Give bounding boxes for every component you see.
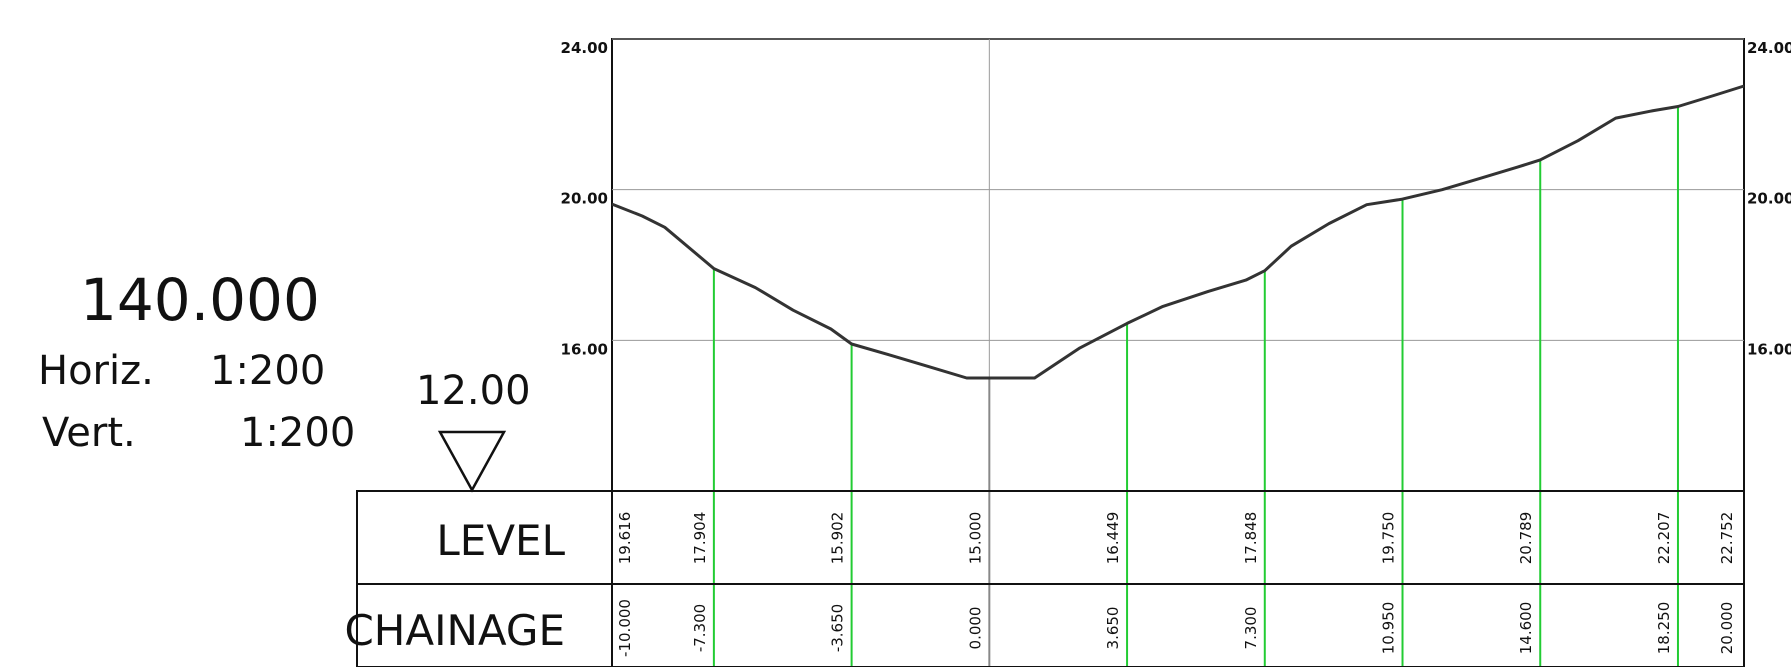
chainage-value-7: 14.600 — [1517, 602, 1535, 655]
level-value-8: 22.207 — [1655, 512, 1673, 565]
chainage-value-3: 0.000 — [966, 607, 984, 650]
level-value-7: 20.789 — [1517, 512, 1535, 565]
chainage-value-2: -3.650 — [829, 604, 847, 652]
level-value-6: 19.750 — [1380, 512, 1398, 565]
y-axis-right-labels: 24.00 20.00 16.00 — [1747, 39, 1791, 358]
y-tick-left-2: 16.00 — [561, 340, 608, 358]
y-tick-right-2: 16.00 — [1747, 340, 1791, 358]
y-tick-left-0: 24.00 — [561, 39, 608, 57]
profile-plot: 24.00 20.00 16.00 24.00 20.00 16.00 — [561, 38, 1791, 667]
chainage-value-8: 18.250 — [1655, 602, 1673, 655]
plot-frame — [611, 38, 1745, 492]
level-row-label: LEVEL — [436, 516, 565, 565]
y-axis-left-labels: 24.00 20.00 16.00 — [561, 39, 608, 358]
chainage-value-0: -10.000 — [616, 599, 634, 657]
band-frame — [356, 490, 1745, 667]
level-value-3: 15.000 — [966, 512, 984, 565]
chainage-row-label: CHAINAGE — [344, 606, 565, 655]
data-band-table: LEVEL CHAINAGE 19.616 -10.000 17.904 -7.300… — [344, 490, 1745, 667]
vert-label: Vert. — [42, 410, 136, 456]
vert-scale: 1:200 — [240, 410, 355, 456]
ground-profile-line — [611, 84, 1745, 380]
chainage-value-1: -7.300 — [691, 604, 709, 652]
y-tick-right-1: 20.00 — [1747, 190, 1791, 208]
section-chainage-title: 140.000 — [80, 266, 320, 334]
gridlines — [612, 38, 1744, 491]
chainage-value-6: 10.950 — [1380, 602, 1398, 655]
level-value-5: 17.848 — [1242, 512, 1260, 565]
datum-level-label: 12.00 — [416, 368, 531, 414]
horiz-label: Horiz. — [38, 348, 154, 394]
level-value-9: 22.752 — [1718, 512, 1736, 565]
station-drop-lines — [712, 106, 1679, 667]
y-tick-right-0: 24.00 — [1747, 39, 1791, 57]
level-value-1: 17.904 — [691, 512, 709, 565]
y-tick-left-1: 20.00 — [561, 190, 608, 208]
chainage-value-9: 20.000 — [1718, 602, 1736, 655]
level-value-2: 15.902 — [829, 512, 847, 565]
horiz-scale: 1:200 — [210, 348, 325, 394]
chainage-value-5: 7.300 — [1242, 607, 1260, 650]
band-values: 19.616 -10.000 17.904 -7.300 15.902 -3.650 15.… — [616, 512, 1736, 657]
datum-triangle-icon — [437, 430, 507, 493]
level-value-0: 19.616 — [616, 512, 634, 565]
level-value-4: 16.449 — [1104, 512, 1122, 565]
chainage-value-4: 3.650 — [1104, 607, 1122, 650]
